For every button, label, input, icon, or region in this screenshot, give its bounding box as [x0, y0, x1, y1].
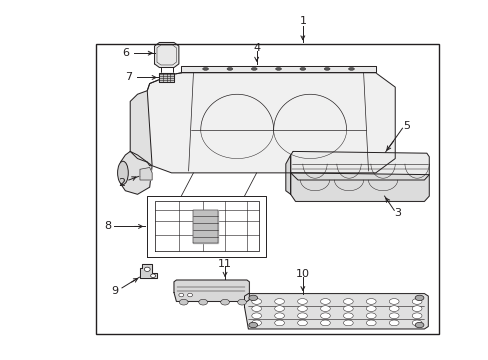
Polygon shape: [174, 280, 249, 301]
Ellipse shape: [411, 313, 421, 319]
Ellipse shape: [343, 306, 352, 311]
Ellipse shape: [199, 299, 207, 305]
Ellipse shape: [320, 306, 329, 311]
Ellipse shape: [411, 320, 421, 326]
Text: 1: 1: [299, 16, 305, 26]
Ellipse shape: [251, 313, 261, 319]
Ellipse shape: [343, 320, 352, 326]
Ellipse shape: [251, 320, 261, 326]
Ellipse shape: [320, 320, 329, 326]
Text: 11: 11: [218, 259, 232, 269]
Ellipse shape: [320, 298, 329, 304]
Text: 3: 3: [393, 208, 400, 218]
Bar: [96, 44, 438, 334]
Ellipse shape: [274, 320, 284, 326]
Ellipse shape: [297, 313, 307, 319]
Polygon shape: [130, 91, 152, 166]
Polygon shape: [181, 66, 375, 72]
Polygon shape: [154, 42, 179, 67]
Ellipse shape: [251, 306, 261, 311]
Ellipse shape: [179, 299, 188, 305]
Text: 2: 2: [118, 177, 125, 188]
Ellipse shape: [297, 298, 307, 304]
Polygon shape: [140, 264, 157, 278]
Ellipse shape: [150, 274, 155, 278]
Ellipse shape: [411, 298, 421, 304]
Ellipse shape: [248, 322, 257, 328]
Ellipse shape: [274, 313, 284, 319]
Polygon shape: [140, 167, 152, 180]
Ellipse shape: [414, 295, 423, 301]
Ellipse shape: [343, 298, 352, 304]
Polygon shape: [147, 73, 394, 173]
Ellipse shape: [324, 67, 329, 70]
Ellipse shape: [411, 306, 421, 311]
Ellipse shape: [388, 306, 398, 311]
Ellipse shape: [144, 267, 150, 271]
Ellipse shape: [299, 67, 305, 70]
Ellipse shape: [275, 67, 281, 70]
Polygon shape: [290, 173, 428, 202]
Ellipse shape: [226, 67, 232, 70]
Text: 10: 10: [295, 269, 309, 279]
Text: 6: 6: [122, 48, 129, 58]
Ellipse shape: [366, 320, 375, 326]
Ellipse shape: [320, 313, 329, 319]
Ellipse shape: [388, 313, 398, 319]
Ellipse shape: [251, 298, 261, 304]
Ellipse shape: [366, 298, 375, 304]
Ellipse shape: [388, 320, 398, 326]
Polygon shape: [244, 294, 427, 329]
Ellipse shape: [366, 313, 375, 319]
Ellipse shape: [187, 293, 192, 297]
Ellipse shape: [179, 293, 183, 297]
Ellipse shape: [251, 67, 257, 70]
Polygon shape: [193, 210, 217, 243]
Ellipse shape: [237, 299, 246, 305]
Ellipse shape: [297, 320, 307, 326]
Ellipse shape: [366, 306, 375, 311]
Ellipse shape: [274, 306, 284, 311]
Polygon shape: [120, 152, 152, 194]
Text: 9: 9: [111, 286, 118, 296]
Polygon shape: [159, 73, 174, 82]
Polygon shape: [285, 155, 290, 194]
Ellipse shape: [248, 295, 257, 301]
Text: 5: 5: [402, 121, 409, 131]
Ellipse shape: [348, 67, 354, 70]
Ellipse shape: [388, 298, 398, 304]
Ellipse shape: [297, 306, 307, 311]
Ellipse shape: [220, 299, 229, 305]
Text: 4: 4: [253, 43, 260, 53]
Text: 7: 7: [125, 72, 132, 82]
Ellipse shape: [414, 322, 423, 328]
Ellipse shape: [117, 161, 128, 184]
Polygon shape: [290, 152, 428, 180]
Ellipse shape: [274, 298, 284, 304]
Ellipse shape: [202, 67, 208, 70]
Text: 8: 8: [103, 221, 111, 231]
Ellipse shape: [343, 313, 352, 319]
